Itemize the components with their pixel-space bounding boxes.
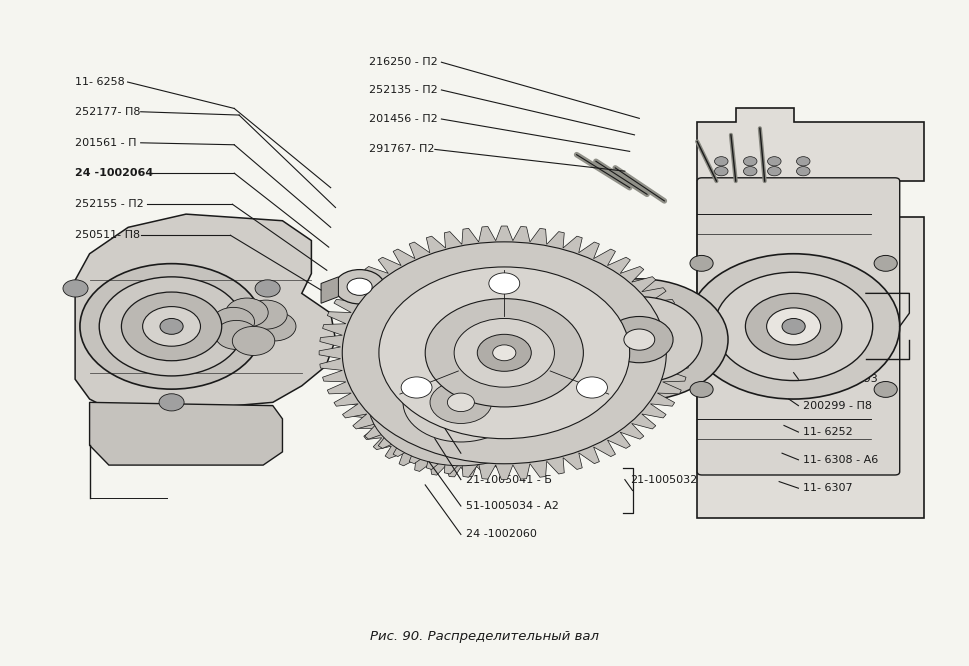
Circle shape (142, 306, 201, 346)
Text: Рис. 90. Распределительный вал: Рис. 90. Распределительный вал (370, 630, 599, 643)
Circle shape (402, 363, 518, 442)
Circle shape (226, 298, 267, 327)
Text: 252155 - П2: 252155 - П2 (75, 199, 143, 209)
Circle shape (714, 166, 728, 176)
Circle shape (212, 308, 254, 336)
Circle shape (215, 320, 258, 350)
Circle shape (347, 278, 372, 295)
Circle shape (623, 329, 654, 350)
Circle shape (766, 308, 820, 345)
Circle shape (160, 318, 183, 334)
Polygon shape (352, 328, 569, 477)
Circle shape (477, 334, 531, 372)
Text: 11- 6256 - А4: 11- 6256 - А4 (465, 396, 541, 406)
Circle shape (766, 157, 780, 166)
Circle shape (742, 166, 756, 176)
Text: 11- 6308 - А6: 11- 6308 - А6 (802, 455, 878, 465)
Circle shape (873, 256, 896, 271)
Text: 21-1005032: 21-1005032 (629, 475, 696, 485)
Circle shape (605, 316, 672, 363)
Text: 250511- П8: 250511- П8 (75, 230, 141, 240)
FancyBboxPatch shape (697, 178, 899, 475)
Circle shape (253, 312, 296, 341)
Circle shape (368, 339, 553, 466)
Circle shape (576, 296, 702, 382)
Polygon shape (75, 214, 335, 426)
Polygon shape (89, 402, 282, 465)
Circle shape (233, 326, 274, 356)
Text: 11- 6252: 11- 6252 (802, 427, 852, 437)
Text: 291767- П2: 291767- П2 (369, 145, 434, 155)
Circle shape (873, 382, 896, 398)
Circle shape (159, 394, 184, 411)
Circle shape (744, 294, 841, 360)
Circle shape (453, 318, 554, 387)
Circle shape (429, 381, 491, 424)
Circle shape (121, 292, 222, 361)
Circle shape (488, 273, 519, 294)
Polygon shape (697, 109, 922, 518)
Circle shape (424, 298, 582, 407)
Circle shape (79, 264, 263, 389)
Circle shape (99, 277, 243, 376)
Circle shape (576, 377, 607, 398)
Text: 21-1005042 - Б1: 21-1005042 - Б1 (465, 448, 558, 458)
Circle shape (492, 345, 516, 361)
Text: 24 - 3724093: 24 - 3724093 (802, 374, 877, 384)
Circle shape (742, 157, 756, 166)
Text: 11- 6258: 11- 6258 (75, 77, 125, 87)
Text: 201456 - П2: 201456 - П2 (369, 114, 438, 124)
Text: 252177- П8: 252177- П8 (75, 107, 141, 117)
Circle shape (550, 279, 728, 400)
Circle shape (714, 272, 872, 380)
Circle shape (689, 256, 712, 271)
Circle shape (342, 242, 666, 464)
Circle shape (255, 280, 280, 297)
Circle shape (63, 280, 88, 297)
Circle shape (796, 166, 809, 176)
Text: 51-1005034 - А2: 51-1005034 - А2 (465, 501, 558, 511)
Circle shape (781, 318, 804, 334)
Text: 200299 - П8: 200299 - П8 (802, 401, 871, 411)
Circle shape (401, 377, 431, 398)
Text: 11- 6306 - А2: 11- 6306 - А2 (465, 422, 541, 432)
Circle shape (766, 166, 780, 176)
Text: 216250 - П2: 216250 - П2 (369, 57, 438, 67)
Polygon shape (319, 226, 689, 480)
Text: 24 -1002064: 24 -1002064 (75, 168, 153, 178)
Text: 21-1005041 - Б: 21-1005041 - Б (465, 475, 551, 485)
Text: 201561 - П: 201561 - П (75, 138, 137, 148)
Text: 252135 - П2: 252135 - П2 (369, 85, 438, 95)
Circle shape (796, 157, 809, 166)
Circle shape (447, 393, 474, 412)
Text: 24 -1002060: 24 -1002060 (465, 529, 536, 539)
Circle shape (687, 254, 899, 399)
Circle shape (714, 157, 728, 166)
Polygon shape (321, 277, 338, 303)
Circle shape (334, 270, 385, 304)
Text: 11- 6307: 11- 6307 (802, 484, 852, 494)
Circle shape (244, 300, 287, 329)
Circle shape (379, 267, 629, 439)
Circle shape (689, 382, 712, 398)
